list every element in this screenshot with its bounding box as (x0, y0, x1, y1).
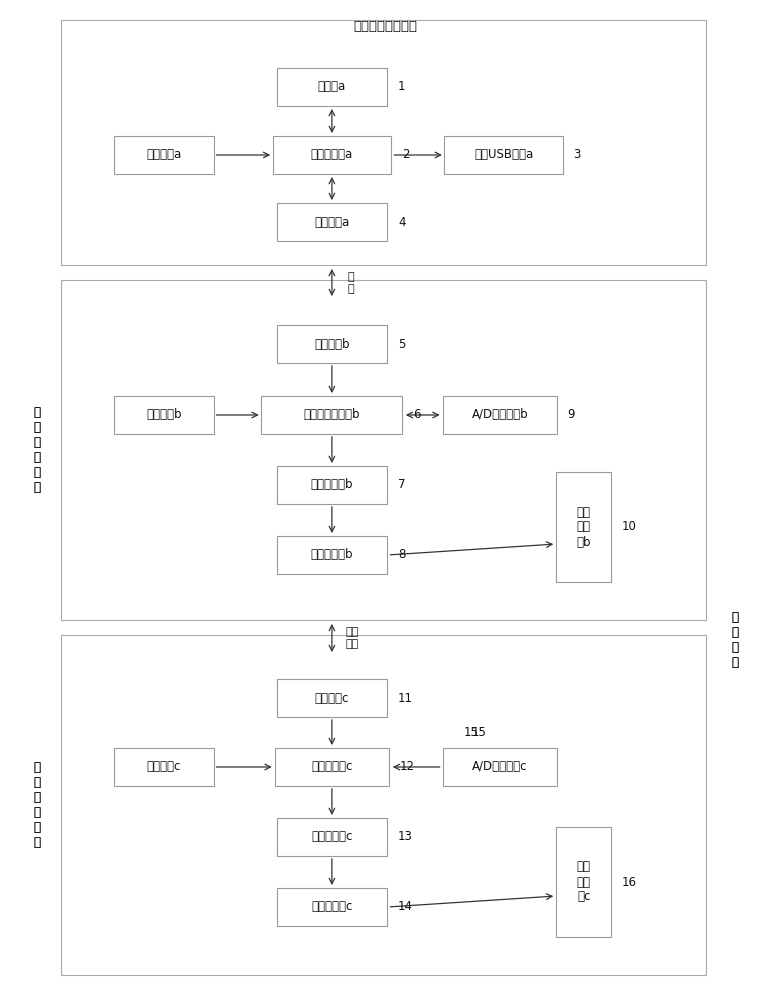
Text: 通讯模块a: 通讯模块a (314, 216, 349, 229)
Bar (114, 136, 214, 174)
Bar (275, 748, 389, 786)
Bar (61, 635, 706, 975)
Bar (276, 888, 387, 926)
Text: 电源模块a: 电源模块a (146, 148, 182, 161)
Text: 15: 15 (472, 726, 486, 738)
Bar (262, 396, 403, 434)
Text: 15: 15 (464, 726, 479, 738)
Text: 4: 4 (398, 216, 405, 229)
Bar (276, 203, 387, 241)
Text: 驱动器阵列b: 驱动器阵列b (311, 479, 353, 491)
Text: 从
端
测
试
装
置: 从 端 测 试 装 置 (33, 761, 40, 849)
Text: 中央处理器a: 中央处理器a (311, 148, 353, 161)
Text: 主
端
测
试
装
置: 主 端 测 试 装 置 (33, 406, 40, 494)
Text: 9: 9 (568, 408, 575, 422)
Bar (276, 679, 387, 717)
Bar (114, 396, 214, 434)
Text: 5: 5 (398, 338, 405, 351)
Text: 3: 3 (574, 148, 581, 161)
Text: 中央处理器c: 中央处理器c (311, 760, 353, 774)
Text: 13: 13 (398, 830, 413, 844)
Text: 触摸屏a: 触摸屏a (317, 81, 346, 94)
Text: 光电
耦合: 光电 耦合 (346, 627, 359, 649)
Text: 标准USB接口a: 标准USB接口a (474, 148, 533, 161)
Text: A/D采集模块b: A/D采集模块b (472, 408, 528, 422)
Bar (276, 466, 387, 504)
Text: 通讯模块c: 通讯模块c (314, 692, 349, 704)
Bar (276, 325, 387, 363)
Bar (276, 818, 387, 856)
Text: 7: 7 (398, 479, 405, 491)
Bar (443, 396, 557, 434)
Text: 11: 11 (398, 692, 413, 704)
Text: 测
试
电
缆: 测 试 电 缆 (731, 611, 739, 669)
Text: 14: 14 (398, 900, 413, 914)
Text: 驱动器阵列c: 驱动器阵列c (311, 830, 353, 844)
Text: 电源模块b: 电源模块b (146, 408, 182, 422)
Bar (556, 827, 611, 937)
Text: 测
试
电
缆: 测 试 电 缆 (731, 611, 739, 669)
Text: 继电器阵列b: 继电器阵列b (311, 548, 353, 562)
Text: 动态获取反馈装置: 动态获取反馈装置 (353, 20, 417, 33)
Bar (114, 748, 214, 786)
Text: 12: 12 (400, 760, 415, 774)
Text: 8: 8 (398, 548, 405, 562)
Text: 16: 16 (622, 876, 637, 888)
Text: A/D采集模块c: A/D采集模块c (472, 760, 527, 774)
Text: 1: 1 (398, 81, 405, 94)
Bar (61, 280, 706, 620)
Text: 电缆
转接
头b: 电缆 转接 头b (576, 506, 591, 548)
Bar (276, 536, 387, 574)
Text: 电缆
转接
头c: 电缆 转接 头c (577, 860, 591, 904)
Text: 中央处理器阵列b: 中央处理器阵列b (304, 408, 360, 422)
Bar (276, 68, 387, 106)
Text: 主
端
测
试
装
置: 主 端 测 试 装 置 (33, 406, 40, 494)
Text: 10: 10 (622, 520, 636, 534)
Text: 串
口: 串 口 (347, 272, 354, 294)
Text: 2: 2 (401, 148, 409, 161)
Text: 从
端
测
试
装
置: 从 端 测 试 装 置 (33, 761, 40, 849)
Bar (61, 20, 706, 265)
Text: 6: 6 (414, 408, 420, 422)
Bar (273, 136, 391, 174)
Bar (556, 472, 611, 582)
Text: 继电器阵列c: 继电器阵列c (311, 900, 353, 914)
Text: 电源模块c: 电源模块c (146, 760, 182, 774)
Bar (443, 748, 557, 786)
Text: 通讯模块b: 通讯模块b (314, 338, 349, 351)
Bar (444, 136, 562, 174)
